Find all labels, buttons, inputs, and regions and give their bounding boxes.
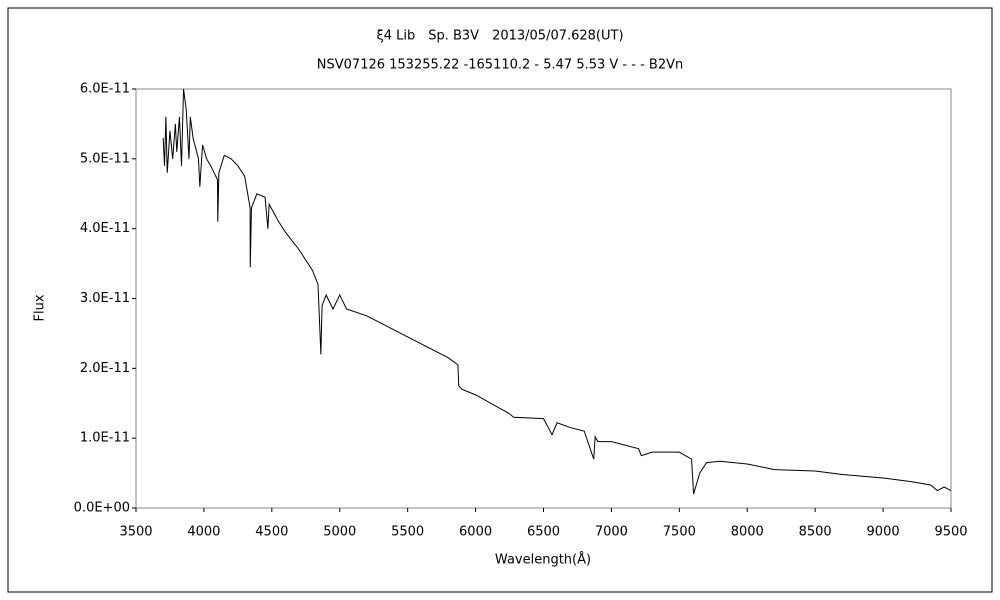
x-tick-label: 8000: [731, 525, 764, 540]
plot-area: [135, 88, 952, 509]
chart-title: ξ4 Lib Sp. B3V 2013/05/07.628(UT): [376, 29, 623, 44]
y-tick-label: 1.0E-11: [80, 431, 130, 446]
x-tick-label: 4500: [255, 525, 288, 540]
y-tick-label: 0.0E+00: [74, 501, 130, 516]
x-tick-label: 5000: [323, 525, 356, 540]
y-tick-label: 5.0E-11: [80, 151, 130, 166]
x-axis-label: Wavelength(Å): [495, 552, 591, 568]
y-tick-label: 6.0E-11: [80, 82, 130, 97]
x-tick-label: 8500: [799, 525, 832, 540]
x-tick-label: 6000: [459, 525, 492, 540]
x-tick-label: 9000: [867, 525, 900, 540]
y-tick-label: 2.0E-11: [80, 361, 130, 376]
x-tick-label: 9500: [934, 525, 967, 540]
x-tick-label: 5500: [391, 525, 424, 540]
x-tick-label: 7000: [595, 525, 628, 540]
y-tick-label: 3.0E-11: [80, 291, 130, 306]
x-tick-label: 6500: [527, 525, 560, 540]
spectrum-line: [162, 88, 952, 495]
y-axis-label: Flux: [33, 294, 48, 321]
x-tick-label: 3500: [119, 525, 152, 540]
x-tick-label: 4000: [187, 525, 220, 540]
y-tick-label: 4.0E-11: [80, 221, 130, 236]
x-tick-label: 7500: [663, 525, 696, 540]
chart-subtitle: NSV07126 153255.22 -165110.2 - 5.47 5.53…: [317, 58, 683, 73]
